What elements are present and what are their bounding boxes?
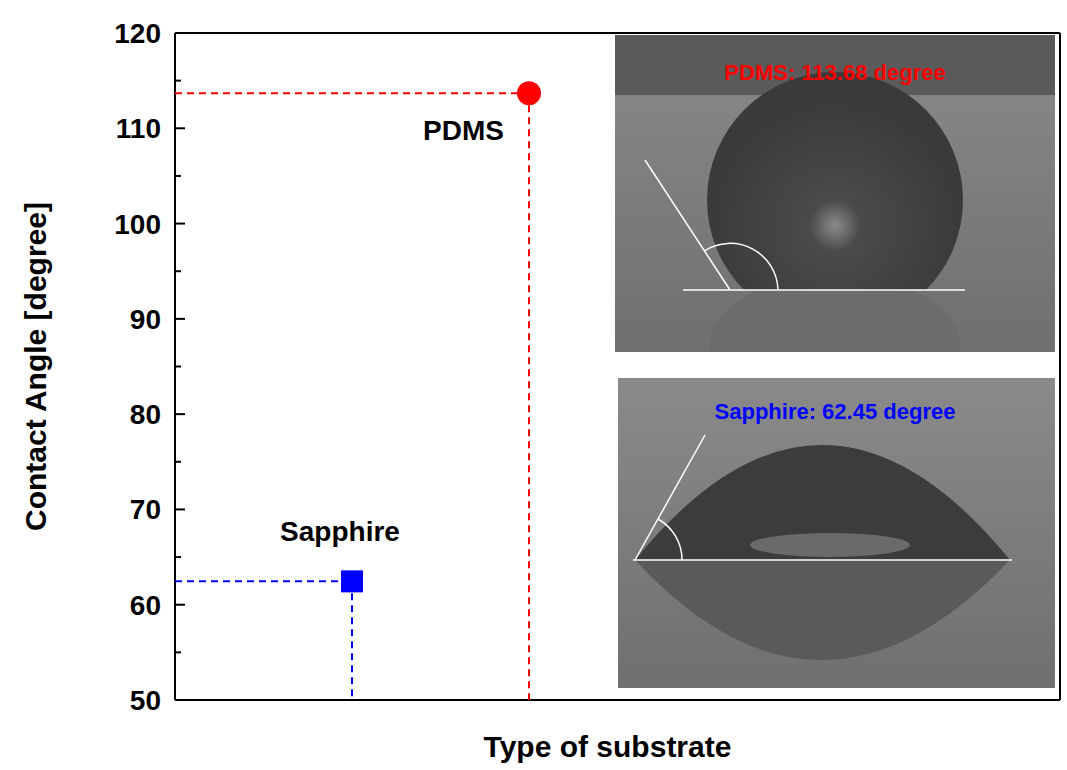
- y-minor-tick: [175, 270, 181, 272]
- y-tick: [175, 699, 185, 701]
- y-tick-label: 80: [130, 399, 161, 430]
- point: [341, 570, 363, 592]
- angle-arc: [704, 243, 778, 290]
- y-axis-title: Contact Angle [degree]: [19, 202, 52, 531]
- y-minor-tick: [175, 651, 181, 653]
- chart: 50 60 70 80 90 100 110 120 Contact Angle [degree…: [0, 0, 1067, 770]
- y-tick: [175, 508, 185, 510]
- point-label: PDMS: [423, 115, 504, 146]
- point: [517, 81, 541, 105]
- y-minor-tick: [175, 80, 181, 82]
- highlight: [750, 533, 910, 557]
- guide-line: [528, 93, 530, 700]
- inset-sapphire: [618, 378, 1055, 688]
- baseline: [633, 559, 1012, 561]
- inset-label: Sapphire: 62.45 degree: [715, 399, 956, 424]
- inset-label: PDMS: 113.68 degree: [724, 60, 945, 85]
- y-tick: [175, 604, 185, 606]
- y-tick-label: 50: [130, 685, 161, 716]
- baseline: [683, 289, 965, 291]
- tangent: [645, 160, 730, 290]
- x-axis: [175, 699, 1060, 701]
- y-tick-label: 70: [130, 494, 161, 525]
- droplet: [707, 72, 963, 290]
- y-minor-tick: [175, 175, 181, 177]
- frame-top: [175, 32, 1060, 34]
- y-tick: [175, 318, 185, 320]
- guide-line: [175, 580, 352, 582]
- marks: [175, 81, 541, 700]
- y-tick-label: 110: [116, 113, 161, 144]
- reflection: [635, 560, 1010, 660]
- guide-line: [175, 92, 529, 94]
- y-minor-tick: [175, 366, 181, 368]
- x-axis-title: Type of substrate: [484, 730, 732, 763]
- y-tick-label: 100: [114, 209, 161, 240]
- frame-right: [1059, 33, 1061, 700]
- point-labels: Sapphire PDMS: [280, 115, 504, 547]
- point-label: Sapphire: [280, 516, 400, 547]
- y-minor-tick: [175, 461, 181, 463]
- y-tick: [175, 413, 185, 415]
- droplet: [635, 445, 1010, 560]
- inset-bg: [618, 378, 1055, 688]
- tangent: [635, 435, 705, 560]
- y-tick-label: 120: [114, 18, 161, 49]
- inset-pdms: [615, 35, 1055, 352]
- y-tick: [175, 223, 185, 225]
- y-tick-label: 90: [130, 304, 161, 335]
- guide-line: [351, 581, 353, 700]
- y-minor-tick: [175, 556, 181, 558]
- y-tick: [175, 127, 185, 129]
- angle-arc: [658, 519, 682, 560]
- y-tick: [175, 32, 185, 34]
- y-tick-label: 60: [130, 590, 161, 621]
